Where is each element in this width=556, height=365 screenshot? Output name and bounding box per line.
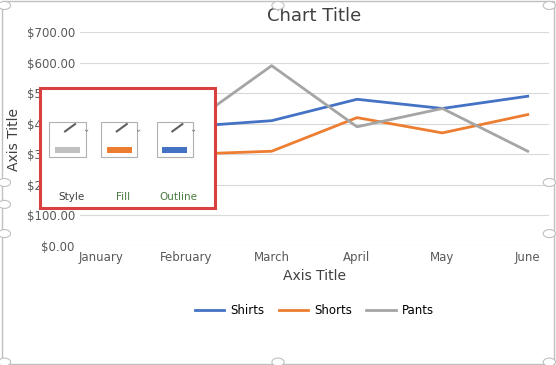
Text: Outline: Outline: [160, 192, 197, 202]
Text: Style: Style: [58, 192, 85, 202]
Legend: Shirts, Shorts, Pants: Shirts, Shorts, Pants: [190, 299, 439, 322]
X-axis label: Axis Title: Axis Title: [283, 269, 346, 283]
Text: Fill: Fill: [116, 192, 130, 202]
Text: ›: ›: [187, 128, 196, 131]
Y-axis label: Axis Title: Axis Title: [7, 108, 21, 170]
Text: ›: ›: [131, 128, 140, 131]
Title: Chart Title: Chart Title: [267, 7, 361, 25]
Text: ›: ›: [80, 128, 88, 131]
